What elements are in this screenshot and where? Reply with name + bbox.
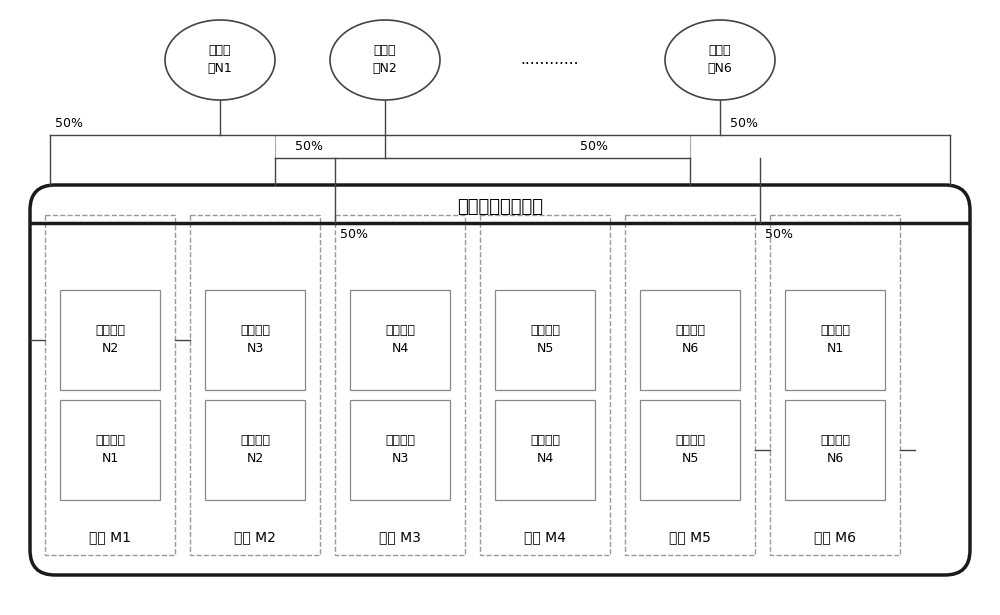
Text: 机器 M2: 机器 M2 [234,530,276,544]
Text: 机器 M1: 机器 M1 [89,530,131,544]
Bar [335,215,465,555]
Text: ............: ............ [521,52,579,68]
Bar [640,290,740,390]
Bar [495,290,595,390]
Text: 数据分片
N1: 数据分片 N1 [95,435,125,466]
Bar [625,215,755,555]
Bar [785,290,885,390]
Bar [770,215,900,555]
Bar [495,400,595,500]
Bar [480,215,610,555]
Text: 数据分片
N4: 数据分片 N4 [385,325,415,355]
Bar [350,290,450,390]
Text: 请求分
片N1: 请求分 片N1 [208,44,232,76]
Ellipse shape [330,20,440,100]
Text: 机器 M5: 机器 M5 [669,530,711,544]
Text: 数据分片
N5: 数据分片 N5 [530,325,560,355]
Ellipse shape [165,20,275,100]
Bar [60,290,160,390]
Text: 数据分片
N4: 数据分片 N4 [530,435,560,466]
Text: 数据分片
N1: 数据分片 N1 [820,325,850,355]
Bar [350,400,450,500]
Text: 请求分
片N2: 请求分 片N2 [373,44,397,76]
Bar [45,215,175,555]
Text: 数据分片
N6: 数据分片 N6 [675,325,705,355]
FancyBboxPatch shape [30,185,970,575]
Text: 机器 M4: 机器 M4 [524,530,566,544]
Ellipse shape [665,20,775,100]
Text: 50%: 50% [730,117,758,130]
Text: 请求分
片N6: 请求分 片N6 [708,44,732,76]
Text: 数据分片
N2: 数据分片 N2 [95,325,125,355]
Text: 数据分片
N5: 数据分片 N5 [675,435,705,466]
Text: 数据分片
N2: 数据分片 N2 [240,435,270,466]
Text: 机器 M6: 机器 M6 [814,530,856,544]
Bar [60,400,160,500]
Bar [785,400,885,500]
Text: 50%: 50% [55,117,83,130]
Text: 机器 M3: 机器 M3 [379,530,421,544]
Text: 数据分片
N6: 数据分片 N6 [820,435,850,466]
Text: 数据分片
N3: 数据分片 N3 [240,325,270,355]
Bar [205,290,305,390]
Bar [275,135,690,158]
Text: 50%: 50% [340,228,368,241]
Bar [205,400,305,500]
Text: 50%: 50% [295,140,323,153]
Bar [640,400,740,500]
Text: 50%: 50% [765,228,793,241]
Text: 50%: 50% [580,140,608,153]
Text: 数据分片
N3: 数据分片 N3 [385,435,415,466]
Text: 分布式数据库集群: 分布式数据库集群 [457,198,543,216]
Bar [190,215,320,555]
